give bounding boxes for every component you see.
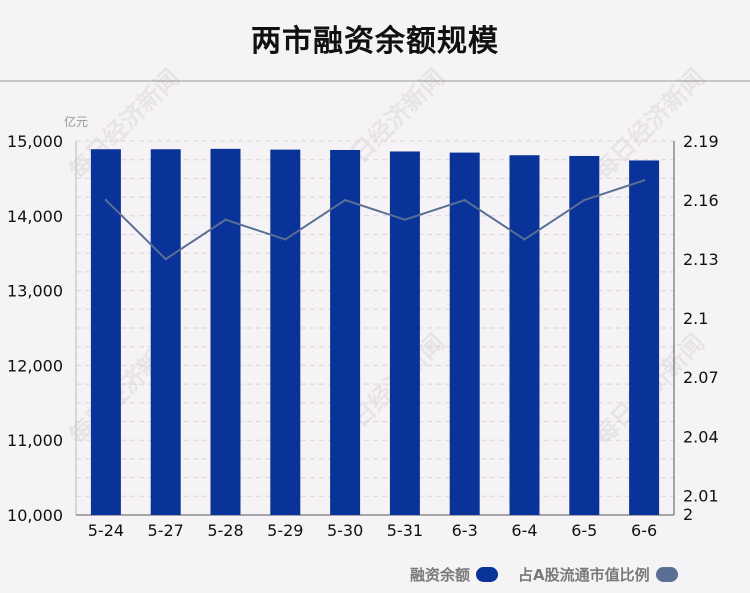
ratio-point-6-6 bbox=[642, 179, 646, 182]
bar-5-28 bbox=[210, 148, 241, 515]
ratio-point-6-3 bbox=[463, 198, 466, 202]
left-tick-label: 11,000 bbox=[7, 431, 63, 450]
legend-label-balance: 融资余额 bbox=[410, 566, 471, 584]
right-tick-label: 2.04 bbox=[683, 427, 719, 446]
x-tick-label: 6-4 bbox=[511, 521, 537, 540]
ratio-point-5-28 bbox=[224, 218, 227, 221]
bar-6-5 bbox=[569, 155, 600, 515]
right-tick-label: 2.01 bbox=[683, 486, 719, 505]
bar-6-6 bbox=[629, 160, 660, 515]
bar-5-30 bbox=[330, 149, 361, 515]
bar-6-4 bbox=[509, 155, 540, 515]
left-tick-label: 15,000 bbox=[7, 132, 63, 151]
ratio-point-6-4 bbox=[523, 238, 526, 241]
right-tick-label: 2.07 bbox=[683, 368, 719, 387]
ratio-line bbox=[105, 179, 645, 261]
left-tick-label: 14,000 bbox=[7, 207, 63, 226]
bar-6-3 bbox=[449, 152, 480, 515]
x-tick-label: 6-5 bbox=[571, 521, 597, 540]
legend-swatch-balance bbox=[476, 567, 499, 582]
x-tick-label: 6-6 bbox=[631, 521, 657, 540]
ratio-point-5-31 bbox=[403, 218, 407, 221]
legend-item-ratio: 占A股流通市值比例 bbox=[518, 564, 678, 585]
left-axis-unit: 亿元 bbox=[64, 114, 88, 129]
bar-5-29 bbox=[270, 149, 301, 516]
legend-item-balance: 融资余额 bbox=[410, 564, 499, 585]
legend-swatch-ratio bbox=[655, 567, 678, 582]
x-tick-label: 5-29 bbox=[267, 521, 303, 540]
x-tick-label: 5-28 bbox=[207, 521, 243, 540]
x-tick-label: 5-30 bbox=[327, 521, 363, 540]
x-tick-label: 5-31 bbox=[387, 521, 423, 540]
ratio-point-5-24 bbox=[104, 198, 108, 202]
legend-label-ratio: 占A股流通市值比例 bbox=[518, 566, 650, 584]
left-tick-label: 12,000 bbox=[7, 356, 63, 375]
title-divider bbox=[0, 80, 750, 82]
x-tick-label: 5-27 bbox=[148, 521, 184, 540]
chart-title: 两市融资余额规模 bbox=[251, 24, 499, 59]
right-tick-label: 2.1 bbox=[683, 309, 708, 328]
right-tick-label: 2.19 bbox=[683, 132, 719, 151]
right-tick-label: 2.13 bbox=[683, 250, 719, 269]
right-tick-label: 2 bbox=[683, 505, 693, 524]
ratio-point-5-29 bbox=[284, 238, 287, 241]
bar-5-27 bbox=[150, 149, 181, 515]
ratio-point-5-30 bbox=[343, 198, 347, 202]
x-tick-label: 5-24 bbox=[88, 521, 124, 540]
left-tick-label: 10,000 bbox=[7, 506, 63, 525]
left-tick-label: 13,000 bbox=[7, 282, 63, 301]
ratio-point-5-27 bbox=[164, 257, 167, 261]
ratio-point-6-5 bbox=[583, 198, 586, 202]
bar-5-24 bbox=[90, 149, 121, 515]
bar-5-31 bbox=[389, 151, 420, 516]
right-tick-label: 2.16 bbox=[683, 191, 719, 210]
x-tick-label: 6-3 bbox=[452, 521, 478, 540]
